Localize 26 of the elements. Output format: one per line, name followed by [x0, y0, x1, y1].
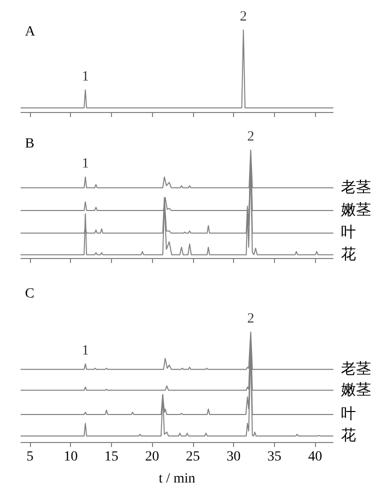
x-tick-label: 20 — [145, 450, 160, 464]
annotation: 1 — [82, 156, 89, 172]
x-tick-label: 35 — [267, 450, 282, 464]
x-axis-title: t / min — [158, 472, 196, 486]
x-tick-label: 15 — [104, 450, 118, 464]
x-tick-label: 10 — [64, 450, 78, 464]
series-label: 叶 — [341, 224, 356, 242]
annotation: 2 — [240, 10, 247, 24]
series-label: 花 — [341, 246, 356, 263]
series-label: 嫩茎 — [341, 381, 371, 398]
series-label: 叶 — [341, 406, 356, 422]
series-label: 老茎 — [341, 360, 371, 378]
annotation: 1 — [82, 343, 89, 358]
chart-title: B — [25, 136, 34, 152]
annotation: 2 — [247, 312, 254, 326]
series-label: 花 — [341, 426, 356, 444]
x-tick-label: 5 — [26, 450, 34, 464]
series-label: 嫩茎 — [341, 201, 371, 218]
x-tick-label: 25 — [186, 450, 200, 464]
chart-title: A — [25, 24, 36, 40]
chart-title: C — [25, 286, 34, 302]
annotation: 2 — [247, 130, 254, 144]
series-label: 老茎 — [341, 178, 371, 196]
x-tick-label: 40 — [308, 450, 322, 464]
annotation: 1 — [82, 69, 89, 84]
x-tick-label: 30 — [226, 450, 241, 464]
